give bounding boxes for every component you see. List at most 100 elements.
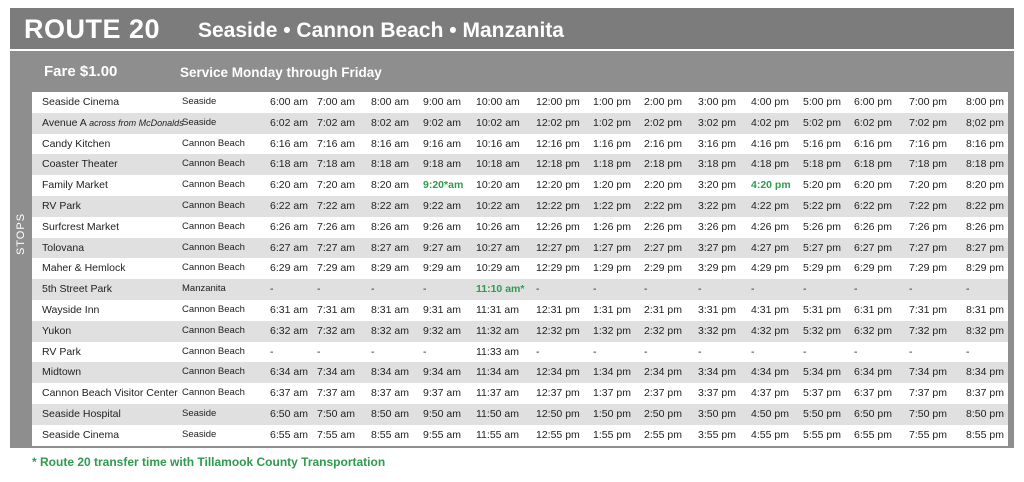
departure-time: 7:27 pm	[909, 241, 947, 254]
departure-time: 8:55 am	[371, 428, 409, 441]
title-bar: ROUTE 20 Seaside • Cannon Beach • Manzan…	[10, 8, 1014, 51]
departure-time: 8:32 pm	[966, 324, 1004, 337]
departure-time: 9:00 am	[423, 96, 461, 108]
stop-city: Cannon Beach	[182, 304, 245, 315]
departure-time: 6:31 am	[270, 304, 308, 316]
departure-time: 7:02 pm	[909, 116, 947, 129]
departure-time: 8:34 pm	[966, 366, 1004, 379]
departure-time: 6:32 am	[270, 324, 308, 337]
departure-time: 5:34 pm	[803, 366, 841, 379]
departure-time: -	[803, 283, 807, 296]
departure-time: 8:22 am	[371, 200, 409, 212]
departure-time: 10:20 am	[476, 179, 520, 192]
departure-time: 6:34 am	[270, 366, 308, 379]
table-row: Coaster Theater Cannon Beach 6:18 am 7:18 a…	[32, 154, 1008, 176]
departure-time: 10:02 am	[476, 116, 520, 129]
departure-time: 11:10 am*	[476, 283, 525, 296]
departure-time: 11:55 am	[476, 428, 519, 441]
departure-time: 8:31 pm	[966, 304, 1004, 316]
stop-city: Cannon Beach	[182, 324, 245, 336]
departure-time: 12:20 pm	[536, 179, 580, 192]
departure-time: 8:20 pm	[966, 179, 1004, 192]
departure-time: 10:22 am	[476, 200, 520, 212]
departure-time: -	[854, 283, 858, 296]
departure-time: 5:22 pm	[803, 200, 841, 212]
stop-name: RV Park	[42, 342, 81, 363]
departure-time: 3:20 pm	[698, 179, 736, 192]
departure-time: 4:34 pm	[751, 366, 789, 379]
stop-name: Tolovana	[42, 238, 84, 259]
departure-time: 12:50 pm	[536, 408, 580, 420]
departure-time: 1:16 pm	[593, 137, 631, 150]
stop-city: Cannon Beach	[182, 137, 245, 149]
departure-time: 9:50 am	[423, 408, 461, 420]
departure-time: 8:18 am	[371, 158, 409, 171]
departure-time: 8:37 pm	[966, 387, 1004, 400]
departure-time: 6:31 pm	[854, 304, 892, 316]
departure-time: 8:00 pm	[966, 96, 1004, 108]
departure-time: 5:55 pm	[803, 428, 841, 441]
departure-time: 10:27 am	[476, 241, 520, 254]
departure-time: -	[909, 283, 913, 296]
departure-time: 8:02 am	[371, 116, 409, 129]
stop-name: Surfcrest Market	[42, 217, 119, 238]
stop-city: Cannon Beach	[182, 179, 245, 191]
departure-time: 6:18 am	[270, 158, 308, 171]
stop-name: RV Park	[42, 196, 81, 217]
departure-time: 6:16 pm	[854, 137, 892, 150]
departure-time: 8;02 pm	[966, 116, 1004, 129]
departure-time: 6:00 pm	[854, 96, 892, 108]
departure-time: 1:27 pm	[593, 241, 631, 254]
stop-name-text: RV Park	[42, 200, 81, 212]
departure-time: 8:26 am	[371, 220, 409, 233]
departure-time: -	[593, 283, 597, 296]
departure-time: 2:29 pm	[644, 262, 682, 275]
departure-time: 9:32 am	[423, 324, 461, 337]
departure-time: 1:29 pm	[593, 262, 631, 275]
service-days: Service Monday through Friday	[180, 65, 382, 80]
departure-time: 2:27 pm	[644, 241, 682, 254]
departure-time: -	[803, 345, 807, 358]
table-row: Cannon Beach Visitor Center Cannon Beach 6…	[32, 383, 1008, 404]
departure-time: 4:27 pm	[751, 241, 789, 254]
departure-time: 8:22 pm	[966, 200, 1004, 212]
departure-time: 7:55 am	[317, 428, 355, 441]
departure-time: 5:26 pm	[803, 220, 841, 233]
departure-time: 9:29 am	[423, 262, 461, 275]
departure-time: 7:22 pm	[909, 200, 947, 212]
departure-time: -	[317, 283, 321, 296]
subheader: Fare $1.00 Service Monday through Friday	[10, 53, 1014, 97]
stop-city: Manzanita	[182, 283, 226, 295]
table-row: 5th Street Park Manzanita - - - -11:10 am* - - -…	[32, 279, 1008, 300]
table-row: Surfcrest Market Cannon Beach 6:26 am 7:26 …	[32, 217, 1008, 238]
departure-time: 5:18 pm	[803, 158, 841, 171]
departure-time: 7:00 pm	[909, 96, 947, 108]
departure-time: 6:20 pm	[854, 179, 892, 192]
departure-time: -	[751, 283, 755, 296]
departure-time: 12:31 pm	[536, 304, 580, 316]
departure-time: -	[371, 345, 375, 358]
departure-time: 6:22 pm	[854, 200, 892, 212]
departure-time: 10:26 am	[476, 220, 520, 233]
route-title: ROUTE 20	[24, 14, 161, 44]
departure-time: 7:34 pm	[909, 366, 947, 379]
departure-time: 9:31 am	[423, 304, 461, 316]
departure-time: 12:26 pm	[536, 220, 580, 233]
table-row: Candy Kitchen Cannon Beach 6:16 am 7:16 am 8…	[32, 134, 1008, 155]
departure-time: 6:26 pm	[854, 220, 892, 233]
departure-time: 6:20 am	[270, 179, 308, 192]
departure-time: 5:27 pm	[803, 241, 841, 254]
departure-time: 8:37 am	[371, 387, 409, 400]
departure-time: 7:34 am	[317, 366, 355, 379]
table-row: Family Market Cannon Beach 6:20 am 7:20 am 8…	[32, 175, 1008, 196]
stop-city: Seaside	[182, 96, 217, 107]
departure-time: 4:37 pm	[751, 387, 789, 400]
departure-time: 1:20 pm	[593, 179, 631, 192]
departure-time: -	[423, 283, 427, 296]
departure-time: 4:16 pm	[751, 137, 789, 150]
departure-time: 6:27 pm	[854, 241, 892, 254]
stop-name-text: Yukon	[42, 324, 72, 337]
departure-time: 6:55 am	[270, 428, 308, 441]
stop-city: Cannon Beach	[182, 262, 245, 274]
departure-time: 1:18 pm	[593, 158, 631, 171]
